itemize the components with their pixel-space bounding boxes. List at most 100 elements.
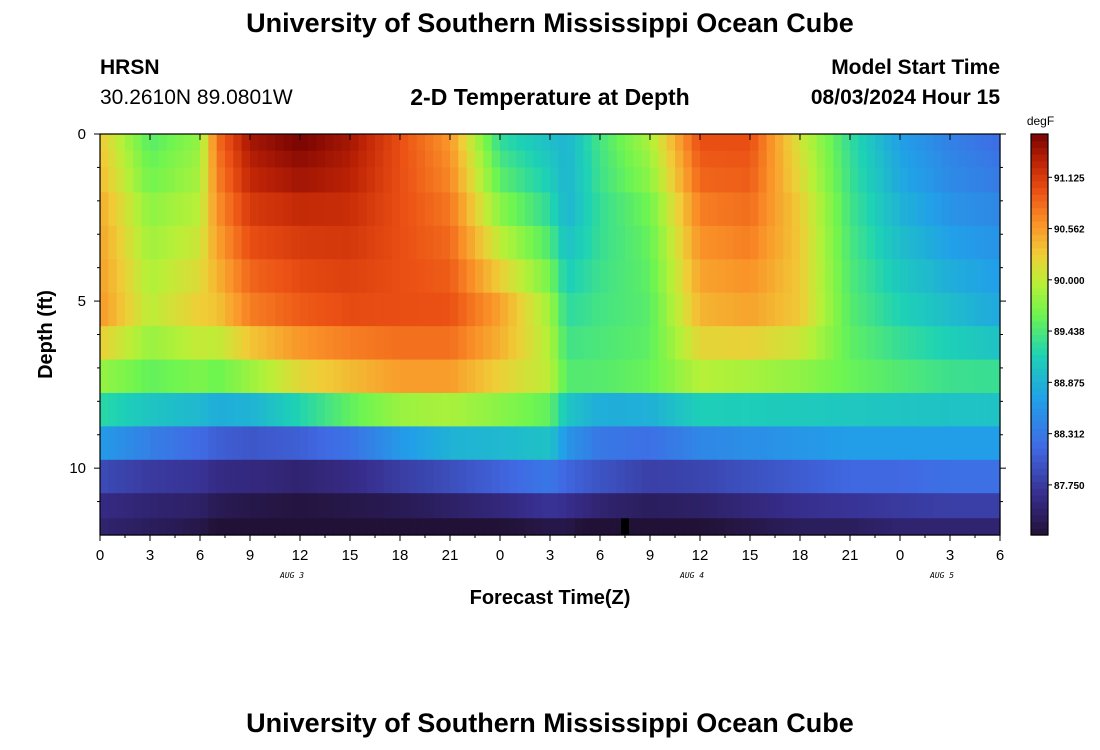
heatmap-cell	[758, 392, 768, 427]
heatmap-cell	[250, 150, 259, 169]
heatmap-cell	[250, 326, 259, 361]
heatmap-cell	[516, 493, 526, 519]
heatmap-cell	[533, 259, 543, 294]
heatmap-cell	[183, 292, 193, 327]
heatmap-cell	[900, 426, 909, 461]
heatmap-cell	[583, 493, 593, 519]
heatmap-cell	[958, 426, 968, 461]
heatmap-cell	[916, 518, 926, 536]
heatmap-cell	[250, 292, 259, 327]
heatmap-cell	[675, 167, 684, 194]
heatmap-cell	[916, 259, 926, 294]
heatmap-cell	[675, 426, 684, 461]
heatmap-cell	[658, 392, 668, 427]
heatmap-cell	[775, 493, 784, 519]
heatmap-cell	[316, 392, 326, 427]
heatmap-cell	[683, 426, 693, 461]
heatmap-cell	[841, 493, 851, 519]
heatmap-cell	[275, 167, 284, 194]
heatmap-cell	[716, 167, 726, 194]
heatmap-cell	[750, 493, 759, 519]
heatmap-cell	[441, 326, 451, 361]
heatmap-cell	[600, 192, 609, 227]
heatmap-cell	[191, 292, 201, 327]
heatmap-cell	[658, 459, 668, 494]
heatmap-cell	[383, 259, 393, 294]
heatmap-cell	[100, 493, 109, 519]
heatmap-cell	[800, 326, 809, 361]
heatmap-cell	[666, 459, 676, 494]
heatmap-cell	[675, 459, 684, 494]
heatmap-cell	[616, 426, 626, 461]
heatmap-cell	[633, 134, 643, 152]
heatmap-cell	[400, 225, 409, 260]
heatmap-cell	[791, 326, 801, 361]
heatmap-cell	[825, 326, 834, 361]
heatmap-cell	[625, 134, 634, 152]
heatmap-cell	[650, 167, 659, 194]
heatmap-cell	[941, 392, 951, 427]
heatmap-cell	[516, 426, 526, 461]
heatmap-cell	[116, 150, 126, 169]
x-tick-label: 0	[896, 547, 904, 564]
heatmap-cell	[275, 259, 284, 294]
heatmap-cell	[750, 225, 759, 260]
heatmap-cell	[841, 392, 851, 427]
heatmap-cell	[400, 359, 409, 394]
heatmap-cell	[150, 518, 159, 536]
heatmap-cell	[366, 150, 376, 169]
heatmap-cell	[558, 359, 568, 394]
x-tick-label: 9	[246, 547, 254, 564]
heatmap-cell	[108, 225, 118, 260]
heatmap-cell	[908, 150, 918, 169]
heatmap-cell	[158, 192, 168, 227]
heatmap-cell	[608, 225, 618, 260]
heatmap-cell	[291, 518, 301, 536]
heatmap-cell	[725, 493, 734, 519]
heatmap-cell	[483, 518, 493, 536]
heatmap-cell	[791, 292, 801, 327]
heatmap-cell	[291, 392, 301, 427]
heatmap-cell	[508, 292, 518, 327]
heatmap-cell	[866, 392, 876, 427]
heatmap-cell	[791, 192, 801, 227]
heatmap-cell	[808, 225, 818, 260]
heatmap-cell	[458, 192, 468, 227]
heatmap-cell	[875, 225, 884, 260]
heatmap-cell	[550, 150, 559, 169]
heatmap-cell	[416, 459, 426, 494]
heatmap-cell	[950, 192, 959, 227]
heatmap-cell	[116, 493, 126, 519]
heatmap-cell	[358, 518, 368, 536]
heatmap-cell	[500, 426, 509, 461]
heatmap-cell	[525, 292, 534, 327]
heatmap-cell	[958, 326, 968, 361]
heatmap-cell	[700, 225, 709, 260]
heatmap-cell	[375, 192, 384, 227]
heatmap-cell	[158, 292, 168, 327]
heatmap-cell	[558, 225, 568, 260]
heatmap-cell	[250, 167, 259, 194]
heatmap-cell	[900, 192, 909, 227]
heatmap-cell	[950, 292, 959, 327]
heatmap-cell	[283, 459, 293, 494]
heatmap-cell	[558, 192, 568, 227]
colorbar-segment	[1031, 414, 1048, 422]
heatmap-cell	[391, 167, 401, 194]
heatmap-cell	[158, 134, 168, 152]
heatmap-cell	[483, 493, 493, 519]
heatmap-cell	[608, 134, 618, 152]
colorbar-tick-label: 87.750	[1054, 481, 1085, 492]
heatmap-cell	[466, 459, 476, 494]
heatmap-cell	[925, 292, 934, 327]
heatmap-cell	[433, 167, 443, 194]
heatmap-cell	[166, 493, 176, 519]
heatmap-cell	[275, 459, 284, 494]
heatmap-cell	[750, 326, 759, 361]
heatmap-cell	[375, 459, 384, 494]
heatmap-cell	[708, 493, 718, 519]
heatmap-cell	[991, 359, 1001, 394]
heatmap-cell	[158, 426, 168, 461]
heatmap-cell	[425, 192, 434, 227]
